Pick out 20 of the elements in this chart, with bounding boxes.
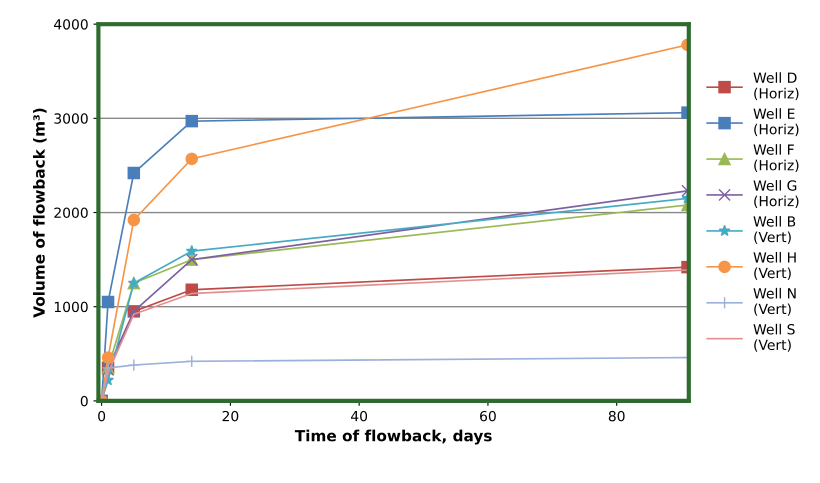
x-tick-label: 40 <box>350 410 368 422</box>
y-tick-label: 3000 <box>54 113 88 124</box>
y-tick-label: 2000 <box>54 207 88 218</box>
legend-label: Well G (Horiz) <box>754 180 798 208</box>
x-tick-label: 20 <box>222 410 238 422</box>
legend-label: Well F (Horiz) <box>754 144 798 172</box>
legend-label: Well D (Horiz) <box>754 72 798 100</box>
y-tick-label: 0 <box>80 396 88 406</box>
x-axis-title: Time of flowback, days <box>294 430 492 445</box>
y-axis-title: Volume of flowback (m³) <box>32 108 47 318</box>
legend-label: Well N (Vert) <box>754 288 796 316</box>
legend-label: Well H (Vert) <box>754 252 796 280</box>
x-tick-label: 0 <box>98 410 106 422</box>
x-tick-label: 80 <box>608 410 625 422</box>
y-tick-label: 1000 <box>54 302 88 312</box>
y-tick-label: 4000 <box>54 19 88 30</box>
legend-label: Well B (Vert) <box>754 216 796 244</box>
legend-label: Well S (Vert) <box>754 324 795 352</box>
x-tick-label: 60 <box>480 410 496 422</box>
legend-label: Well E (Horiz) <box>754 108 798 136</box>
